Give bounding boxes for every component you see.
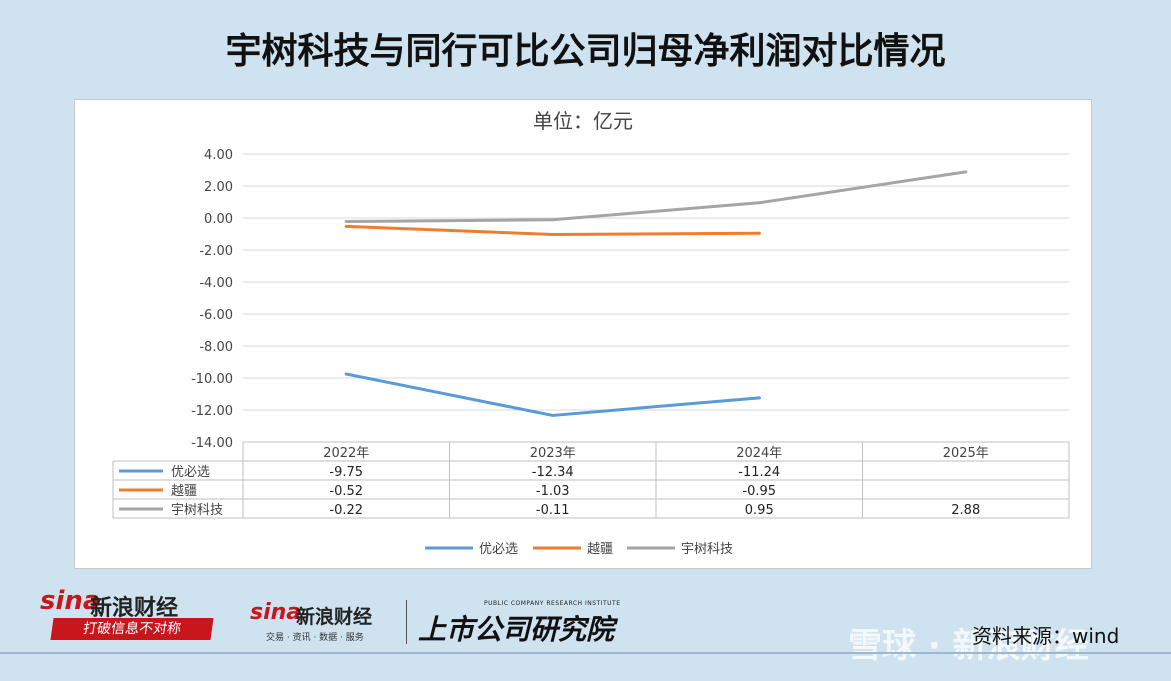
y-tick-label: -6.00 [199, 308, 233, 323]
data-label: -12.34 [532, 465, 574, 480]
x-category-label: 2023年 [530, 446, 576, 461]
data-label: 0.95 [745, 503, 774, 518]
data-point [344, 220, 348, 224]
sina2-logo-cn: 新浪财经 [296, 606, 373, 628]
line-chart: 单位：亿元 4.00 2.00 0.00 -2.00 -4.00 -6.00 -8.00 -10… [112, 109, 1070, 557]
data-label: -0.95 [742, 484, 776, 499]
data-label: -0.22 [329, 503, 363, 518]
data-label: -0.11 [536, 503, 570, 518]
y-tick-label: 0.00 [204, 212, 233, 227]
y-tick-label: -14.00 [191, 436, 233, 451]
sina2-logo-sub: 交易 · 资讯 · 数据 · 服务 [266, 633, 364, 643]
series-line [344, 170, 968, 224]
data-label: -11.24 [738, 465, 780, 480]
y-tick-label: 4.00 [204, 148, 233, 163]
footer-divider [0, 652, 1171, 654]
chart-panel: 单位：亿元 4.00 2.00 0.00 -2.00 -4.00 -6.00 -8.00 -10… [74, 99, 1092, 569]
data-point [344, 372, 348, 376]
sina-finance-logo: sina 新浪财经 打破信息不对称 [38, 580, 214, 642]
data-point [344, 224, 348, 228]
table-series-name: 优必选 [171, 465, 210, 480]
data-label: 2.88 [951, 503, 980, 518]
sina-logo-cn: 新浪财经 [90, 596, 179, 621]
research-institute-logo: PUBLIC COMPANY RESEARCH INSTITUTE 上市公司研究… [418, 598, 628, 646]
y-tick-label: -12.00 [191, 404, 233, 419]
chart-title: 单位：亿元 [533, 109, 633, 133]
data-point [757, 396, 761, 400]
legend-label: 越疆 [587, 542, 613, 557]
source-note: 资料来源：wind [972, 624, 1120, 648]
data-point [757, 231, 761, 235]
data-label: -0.52 [329, 484, 363, 499]
logo-divider [406, 600, 407, 644]
y-tick-label: -4.00 [199, 276, 233, 291]
data-point [551, 413, 555, 417]
legend-label: 优必选 [479, 542, 518, 557]
sina-logo-word: sina [40, 586, 101, 616]
y-tick-label: -10.00 [191, 372, 233, 387]
data-point [551, 232, 555, 236]
x-category-label: 2025年 [943, 446, 989, 461]
data-point [757, 201, 761, 205]
watermark: 雪球 · 新浪财经 [848, 626, 1089, 666]
y-tick-label: -8.00 [199, 340, 233, 355]
data-point [551, 218, 555, 222]
page-title: 宇树科技与同行可比公司归母净利润对比情况 [225, 31, 946, 72]
sina2-logo-word: sina [250, 600, 302, 625]
table-series-name: 越疆 [171, 484, 197, 499]
x-category-label: 2022年 [323, 446, 369, 461]
x-category-label: 2024年 [736, 446, 782, 461]
data-label: -1.03 [536, 484, 570, 499]
table-series-name: 宇树科技 [171, 503, 223, 518]
y-tick-label: 2.00 [204, 180, 233, 195]
y-tick-label: -2.00 [199, 244, 233, 259]
sina-logo-tagline: 打破信息不对称 [50, 618, 214, 640]
sina-finance-logo-secondary: sina 新浪财经 交易 · 资讯 · 数据 · 服务 [250, 600, 400, 646]
institute-logo-cn: 上市公司研究院 [418, 613, 615, 646]
institute-logo-en: PUBLIC COMPANY RESEARCH INSTITUTE [484, 600, 621, 607]
series-line [344, 372, 761, 417]
legend-label: 宇树科技 [681, 542, 733, 557]
data-label: -9.75 [329, 465, 363, 480]
data-point [964, 170, 968, 174]
